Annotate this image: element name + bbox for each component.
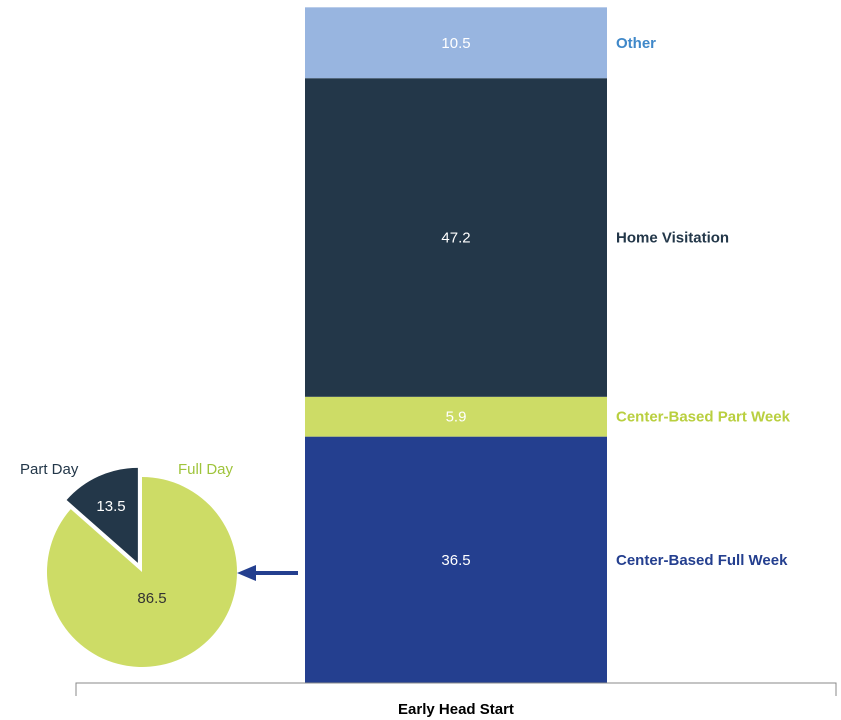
segment-value-labels: 36.5 5.9 47.2 10.5 bbox=[441, 35, 470, 569]
bar-segment-home-visitation bbox=[305, 78, 607, 397]
bar-segment-center-based-part-week bbox=[305, 396, 607, 437]
value-label-home-visitation: 47.2 bbox=[441, 230, 470, 247]
series-label-center-based-part-week: Center-Based Part Week bbox=[616, 409, 791, 426]
bar-segment-center-based-full-week bbox=[305, 436, 607, 683]
value-label-other: 10.5 bbox=[441, 35, 470, 52]
series-label-home-visitation: Home Visitation bbox=[616, 230, 729, 247]
pie-value-full-day: 86.5 bbox=[137, 590, 166, 607]
pie-value-part-day: 13.5 bbox=[96, 498, 125, 515]
category-label: Early Head Start bbox=[398, 701, 514, 718]
series-label-center-based-full-week: Center-Based Full Week bbox=[616, 552, 788, 569]
value-label-center-based-part-week: 5.9 bbox=[446, 409, 467, 426]
stacked-bar bbox=[305, 7, 607, 683]
pie-label-full-day: Full Day bbox=[178, 461, 234, 478]
x-axis bbox=[75, 682, 837, 696]
pie-slice-part-day bbox=[66, 467, 138, 563]
pie-label-part-day: Part Day bbox=[20, 461, 79, 478]
arrow-head bbox=[237, 565, 256, 581]
value-label-center-based-full-week: 36.5 bbox=[441, 552, 470, 569]
bar-segment-other bbox=[305, 7, 607, 79]
series-label-other: Other bbox=[616, 35, 656, 52]
pie-chart: 86.5 13.5 Full Day Part Day bbox=[20, 461, 238, 668]
series-labels: Center-Based Full Week Center-Based Part … bbox=[616, 35, 791, 569]
arrow-icon bbox=[237, 565, 298, 581]
pie-slice-full-day bbox=[47, 477, 238, 668]
x-axis-line bbox=[75, 682, 837, 696]
